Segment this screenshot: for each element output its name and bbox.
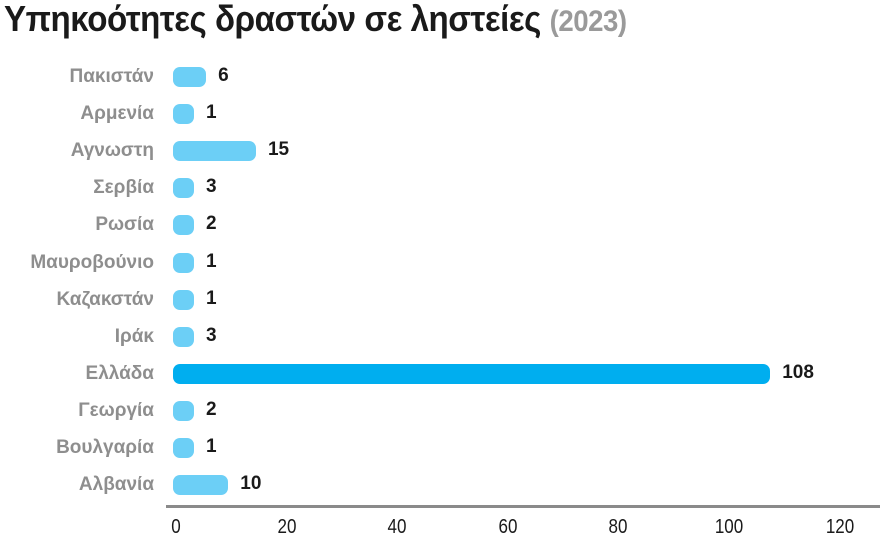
value-label: 1 [206, 436, 217, 457]
category-label: Αρμενία [80, 103, 154, 125]
category-label: Σερβία [93, 177, 154, 199]
bar-row: Μαυροβούνιο 1 [0, 244, 880, 281]
bar-row: Αρμενία 1 [0, 95, 880, 132]
bar [173, 67, 207, 87]
category-label: Ιράκ [114, 325, 154, 347]
category-label: Βουλγαρία [56, 437, 154, 458]
category-label: Αλβανία [78, 474, 154, 496]
category-label: Ρωσία [95, 214, 154, 236]
x-axis-line [166, 505, 880, 508]
value-label: 108 [782, 361, 814, 383]
value-label: 1 [206, 287, 217, 309]
bar [173, 438, 194, 458]
bar [173, 178, 194, 199]
value-label: 10 [240, 473, 262, 495]
value-label: 1 [206, 250, 217, 272]
bar-row: Καζακστάν 1 [0, 281, 880, 318]
bar-row: Αλβανία 10 [0, 466, 880, 503]
x-tick-label: 80 [608, 516, 628, 538]
value-label: 6 [218, 65, 229, 86]
value-label: 15 [267, 139, 290, 161]
value-label: 2 [206, 398, 217, 420]
bar-row: Σερβία 3 [0, 169, 880, 206]
category-label: Αγνωστη [70, 140, 154, 162]
x-tick-label: 40 [387, 516, 407, 538]
value-label: 3 [206, 324, 217, 346]
category-label: Πακιστάν [69, 66, 154, 87]
bar-row: Αγνωστη 15 [0, 132, 880, 169]
bar [173, 289, 194, 310]
bar [173, 141, 256, 162]
bar [173, 363, 771, 384]
category-label: Γεωργία [78, 399, 154, 421]
chart-title: Υπηκοότητες δραστών σε ληστείες (2023) [4, 0, 627, 40]
x-tick-label: 0 [171, 516, 181, 538]
bar-row: Ρωσία 2 [0, 206, 880, 243]
value-label: 3 [206, 176, 217, 198]
x-tick-label: 100 [714, 516, 744, 538]
category-label: Ελλάδα [85, 362, 154, 384]
category-label: Μαυροβούνιο [30, 251, 154, 273]
bar [173, 104, 194, 125]
value-label: 1 [206, 102, 217, 124]
bar-row: Γεωργία 2 [0, 392, 880, 429]
x-tick-label: 20 [277, 516, 297, 538]
bar [173, 252, 194, 273]
x-tick-label: 120 [825, 516, 854, 538]
bar [173, 475, 229, 496]
value-label: 2 [206, 213, 217, 235]
bar [173, 400, 194, 421]
bar [173, 326, 194, 347]
bar [173, 215, 194, 236]
bar-row: Βουλγαρία 1 [0, 429, 880, 466]
bar-row: Ελλάδα 108 [0, 355, 880, 392]
title-year: (2023) [549, 5, 627, 38]
bar-row: Πακιστάν 6 [0, 58, 880, 95]
title-text: Υπηκοότητες δραστών σε ληστείες [4, 0, 541, 39]
bar-row: Ιράκ 3 [0, 318, 880, 355]
x-tick-label: 60 [498, 516, 518, 538]
category-label: Καζακστάν [56, 288, 155, 310]
